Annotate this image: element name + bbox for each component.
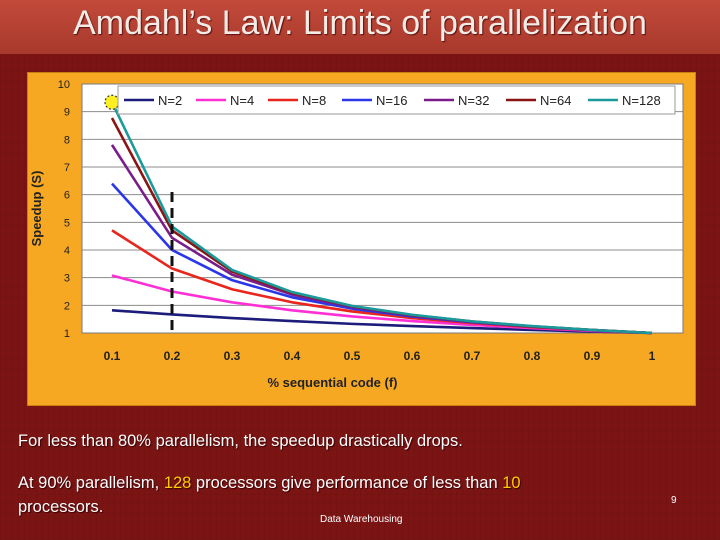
y-tick-label: 8 bbox=[64, 134, 70, 146]
bullet-2-part-5: processors. bbox=[18, 498, 104, 516]
x-tick-label: 1 bbox=[649, 349, 656, 363]
bullet-2-part-3: processors give performance of less than bbox=[191, 474, 503, 492]
legend-label: N=2 bbox=[158, 93, 182, 108]
legend-label: N=128 bbox=[622, 93, 661, 108]
bullet-text-2: At 90% parallelism, 128 processors give … bbox=[18, 471, 698, 519]
legend-label: N=4 bbox=[230, 93, 254, 108]
y-tick-label: 2 bbox=[64, 300, 70, 312]
x-tick-label: 0.7 bbox=[464, 349, 481, 363]
highlight-point-marker bbox=[104, 94, 120, 110]
y-tick-label: 7 bbox=[64, 162, 70, 174]
bullet-2-highlight-128: 128 bbox=[163, 474, 192, 492]
bullet-text-1: For less than 80% parallelism, the speed… bbox=[18, 432, 463, 450]
y-tick-label: 9 bbox=[64, 107, 70, 119]
legend-label: N=16 bbox=[376, 93, 407, 108]
x-tick-label: 0.5 bbox=[344, 349, 361, 363]
y-tick-label: 3 bbox=[64, 273, 70, 285]
series-line-n-128 bbox=[110, 101, 653, 335]
series-line-n-2 bbox=[111, 309, 653, 335]
title-bar bbox=[0, 0, 720, 54]
bullet-2-highlight-10: 10 bbox=[502, 474, 521, 492]
y-tick-label: 4 bbox=[64, 245, 70, 257]
x-tick-label: 0.2 bbox=[164, 349, 181, 363]
y-axis-label: Speedup (S) bbox=[29, 171, 44, 247]
footer-label: Data Warehousing bbox=[320, 514, 403, 525]
x-tick-label: 0.1 bbox=[104, 349, 121, 363]
legend-label: N=32 bbox=[458, 93, 489, 108]
x-axis-label: % sequential code (f) bbox=[267, 375, 397, 390]
plot-border bbox=[81, 83, 684, 334]
legend-label: N=8 bbox=[302, 93, 326, 108]
x-tick-label: 0.6 bbox=[404, 349, 421, 363]
slide-title: Amdahl’s Law: Limits of parallelization bbox=[73, 4, 647, 42]
x-tick-label: 0.4 bbox=[284, 349, 301, 363]
bullet-2-part-1: At 90% parallelism, bbox=[18, 474, 164, 492]
legend-label: N=64 bbox=[540, 93, 571, 108]
page-number: 9 bbox=[671, 495, 677, 506]
y-tick-label: 5 bbox=[64, 217, 70, 229]
x-tick-label: 0.9 bbox=[584, 349, 601, 363]
x-tick-label: 0.3 bbox=[224, 349, 241, 363]
y-tick-label: 10 bbox=[58, 79, 70, 91]
plot-area bbox=[82, 84, 683, 333]
y-tick-label: 1 bbox=[64, 328, 70, 340]
y-tick-label: 6 bbox=[64, 190, 70, 202]
x-tick-label: 0.8 bbox=[524, 349, 541, 363]
